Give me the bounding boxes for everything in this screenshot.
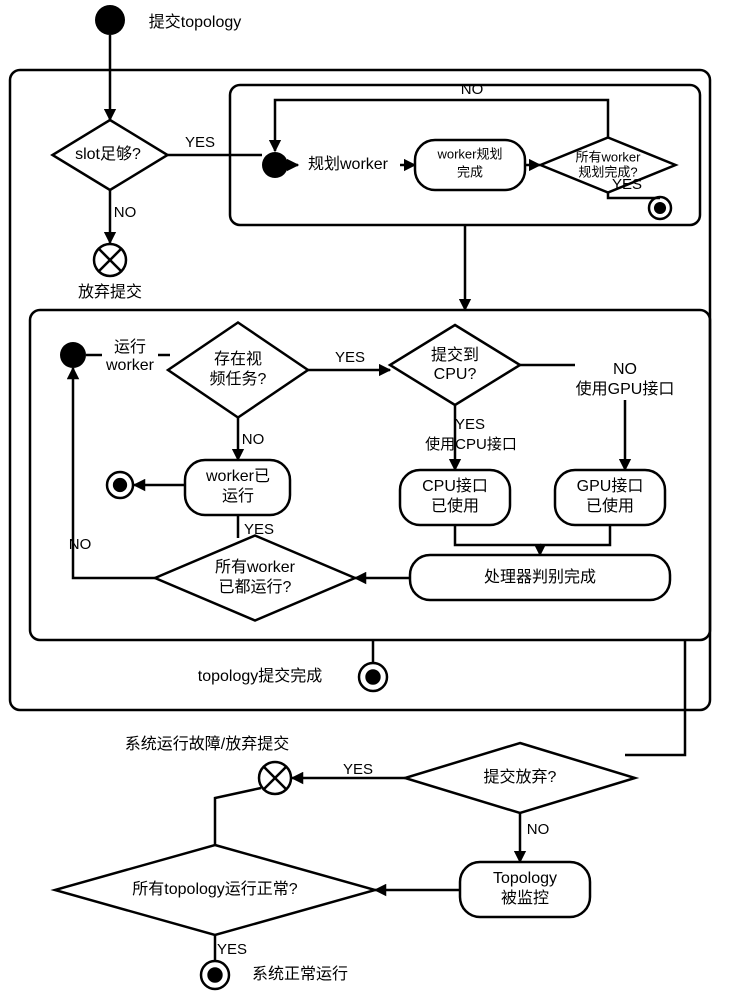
all_run_t1: 所有worker bbox=[215, 558, 296, 576]
edge-label-4: YES bbox=[335, 349, 365, 366]
video_t1: 存在视 bbox=[214, 350, 262, 368]
gpu_used_t1: GPU接口 bbox=[577, 477, 644, 495]
abandon_label: 放弃提交 bbox=[78, 283, 142, 301]
normal_text: 所有topology运行正常? bbox=[132, 880, 297, 898]
gpu_label1: NO bbox=[613, 361, 637, 378]
cpu_t1: 提交到 bbox=[431, 346, 479, 364]
all_run_dec bbox=[155, 536, 355, 621]
edge-label-10: YES bbox=[343, 761, 373, 778]
all_run_t2: 已都运行? bbox=[219, 578, 292, 596]
plan_dec_t1: 所有worker bbox=[575, 149, 641, 164]
edge-label-0: YES bbox=[185, 134, 215, 151]
edge-6 bbox=[275, 100, 608, 151]
edge-label-12: YES bbox=[217, 941, 247, 958]
topo_done_label: topology提交完成 bbox=[198, 667, 323, 685]
abandon_dec_text: 提交放弃? bbox=[484, 768, 557, 786]
edge-label-8: YES bbox=[244, 521, 274, 538]
run_label2: worker bbox=[105, 357, 155, 374]
edge-label-7: 使用CPU接口 bbox=[425, 436, 517, 453]
edge-label-1: NO bbox=[114, 204, 137, 221]
worker_run_t2: 运行 bbox=[222, 487, 254, 505]
topo_mon_t2: 被监控 bbox=[501, 889, 549, 907]
cpu_used_t1: CPU接口 bbox=[422, 477, 488, 495]
gpu_label2: 使用GPU接口 bbox=[576, 380, 675, 398]
edge-7 bbox=[608, 193, 660, 198]
edge-label-6: YES bbox=[455, 416, 485, 433]
topo_mon_t1: Topology bbox=[493, 870, 557, 887]
run_label1: 运行 bbox=[114, 338, 146, 356]
video_t2: 频任务? bbox=[210, 370, 267, 388]
edge-label-3: YES bbox=[612, 176, 642, 193]
video_dec bbox=[168, 323, 308, 418]
plan_done_t1: worker规划 bbox=[436, 146, 502, 161]
plan_done_t2: 完成 bbox=[457, 164, 483, 179]
edge-28 bbox=[215, 788, 261, 845]
edge-label-11: NO bbox=[527, 821, 550, 838]
start_label: 提交topology bbox=[149, 13, 242, 31]
proc_done_text: 处理器判别完成 bbox=[484, 568, 596, 586]
cpu_used_t2: 已使用 bbox=[431, 497, 479, 515]
run_start bbox=[60, 342, 86, 368]
plan_action_text: 规划worker bbox=[308, 155, 389, 173]
plan_start bbox=[262, 152, 288, 178]
gpu_used_t2: 已使用 bbox=[586, 497, 634, 515]
fault_label: 系统运行故障/放弃提交 bbox=[125, 735, 289, 753]
slot_text: slot足够? bbox=[75, 145, 141, 163]
worker_run_t1: worker已 bbox=[205, 468, 270, 485]
edge-23 bbox=[625, 640, 685, 755]
edge-label-9: NO bbox=[69, 536, 92, 553]
cpu_dec bbox=[390, 325, 520, 405]
edge-15 bbox=[455, 525, 540, 555]
edge-label-2: NO bbox=[461, 81, 484, 98]
start_dot bbox=[95, 5, 125, 35]
edge-16 bbox=[540, 525, 610, 545]
sys_label: 系统正常运行 bbox=[252, 965, 348, 983]
edge-label-5: NO bbox=[242, 431, 265, 448]
cpu_t2: CPU? bbox=[434, 366, 477, 383]
